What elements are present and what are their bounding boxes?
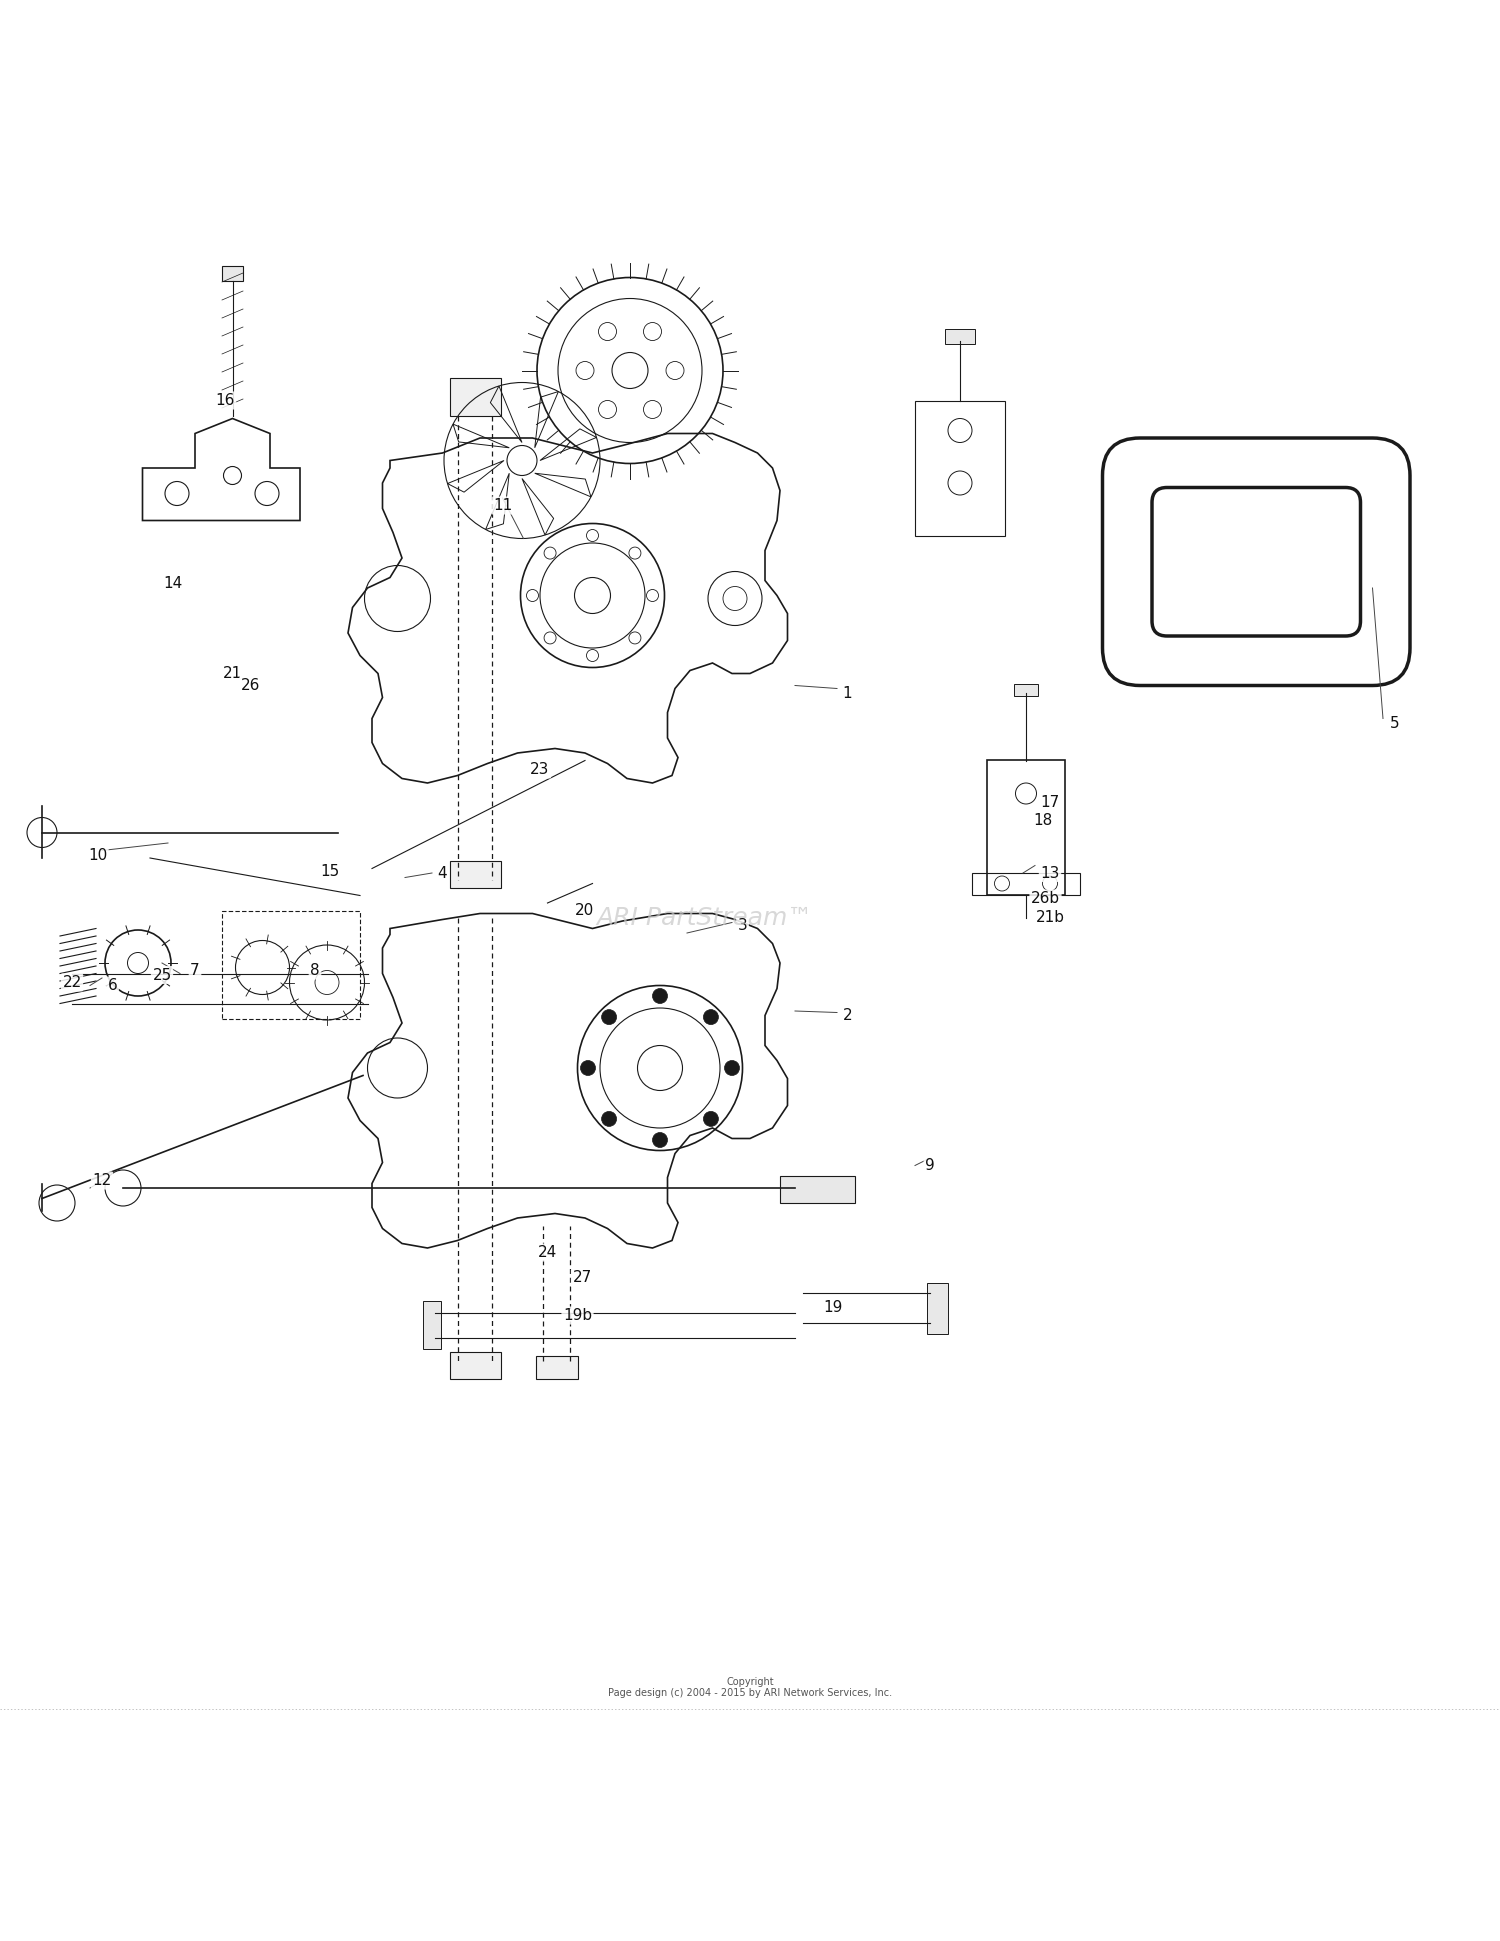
Text: 4: 4: [438, 866, 447, 881]
Text: 15: 15: [321, 864, 339, 879]
Bar: [972, 873, 1080, 895]
Text: Copyright
Page design (c) 2004 - 2015 by ARI Network Services, Inc.: Copyright Page design (c) 2004 - 2015 by…: [608, 1677, 892, 1698]
Text: 19b: 19b: [562, 1308, 592, 1324]
Text: 18: 18: [1034, 813, 1052, 829]
Text: 26: 26: [242, 677, 260, 693]
Circle shape: [724, 1060, 740, 1075]
Bar: [450, 1351, 501, 1378]
Text: ARI PartStream™: ARI PartStream™: [597, 906, 813, 930]
Text: 26b: 26b: [1030, 891, 1060, 906]
Bar: [536, 1357, 578, 1378]
Text: 11: 11: [494, 499, 512, 512]
Text: 16: 16: [216, 392, 234, 408]
Text: 1: 1: [843, 685, 852, 701]
Text: 9: 9: [926, 1159, 934, 1172]
Text: 22: 22: [63, 974, 81, 990]
Bar: [780, 1176, 855, 1203]
Text: 21b: 21b: [1035, 910, 1065, 926]
Text: 17: 17: [1041, 796, 1059, 809]
Bar: [222, 266, 243, 281]
Text: 20: 20: [576, 903, 594, 918]
Text: 25: 25: [153, 967, 171, 982]
Text: 23: 23: [531, 763, 549, 776]
Text: 10: 10: [88, 848, 106, 862]
Text: 8: 8: [310, 963, 320, 978]
Text: 7: 7: [190, 963, 200, 978]
Bar: [1014, 683, 1038, 697]
Text: 5: 5: [1390, 716, 1400, 730]
Circle shape: [652, 1132, 668, 1147]
Bar: [222, 910, 360, 1019]
Bar: [927, 1283, 948, 1333]
Circle shape: [652, 988, 668, 1003]
Bar: [450, 862, 501, 887]
Text: 3: 3: [738, 918, 747, 934]
Text: 21: 21: [224, 666, 242, 681]
Bar: [945, 328, 975, 344]
Circle shape: [602, 1009, 616, 1025]
Text: 19: 19: [824, 1300, 842, 1316]
Bar: [915, 400, 1005, 536]
Circle shape: [704, 1009, 718, 1025]
Circle shape: [704, 1112, 718, 1126]
Text: 24: 24: [538, 1244, 556, 1260]
Bar: [423, 1300, 441, 1349]
Circle shape: [602, 1112, 616, 1126]
Text: 12: 12: [93, 1172, 111, 1188]
Text: 13: 13: [1041, 866, 1059, 881]
Text: 27: 27: [573, 1271, 591, 1285]
Bar: [450, 378, 501, 415]
Circle shape: [580, 1060, 596, 1075]
Text: 14: 14: [164, 576, 182, 590]
Text: 6: 6: [108, 978, 117, 994]
Text: 2: 2: [843, 1007, 852, 1023]
Bar: [987, 761, 1065, 895]
